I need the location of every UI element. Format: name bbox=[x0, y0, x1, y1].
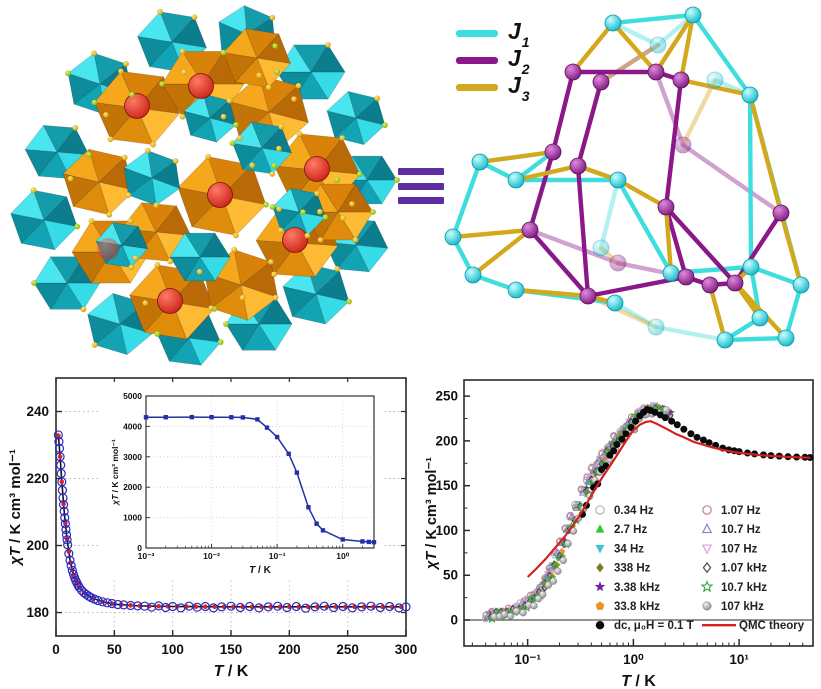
legend-row-j3: J3 bbox=[456, 72, 530, 104]
inset-x-tick-label: 10⁻³ bbox=[138, 551, 155, 561]
inset-y-tick-label: 1000 bbox=[123, 513, 142, 523]
y-tick-label: 240 bbox=[26, 404, 49, 419]
j2-label: J2 bbox=[508, 45, 530, 77]
dc-chi-t-chart: 0 50 100 150 200 250 300 180 200 220 240 T / K χT / … bbox=[7, 377, 418, 680]
inset-yaxis-title: χT / K cm³ mol⁻¹ bbox=[110, 439, 120, 506]
y-tick-label: 250 bbox=[435, 389, 458, 404]
ac-yaxis-title: χT / K cm³ mol⁻¹ bbox=[424, 457, 440, 571]
polyoxometalate-structure-image bbox=[10, 4, 401, 366]
dc-chart-inset: 0 1000 2000 3000 4000 5000 10⁻³ 10⁻² 10⁻¹ 10⁰ bbox=[123, 391, 377, 561]
legend-label: QMC theory bbox=[739, 620, 805, 632]
j1-label: J1 bbox=[508, 18, 530, 50]
x-tick-label: 50 bbox=[107, 642, 122, 657]
legend-label: 3.38 kHz bbox=[614, 582, 660, 594]
j1-line-swatch bbox=[456, 30, 498, 37]
ac-chart-series bbox=[481, 402, 814, 623]
y-tick-label: 220 bbox=[26, 471, 49, 486]
x-tick-label: 150 bbox=[220, 642, 243, 657]
legend-label: 338 Hz bbox=[614, 563, 651, 575]
legend-label: 1.07 Hz bbox=[721, 505, 761, 517]
j-coupling-legend: J1 J2 J3 bbox=[456, 18, 530, 104]
legend-label: 34 Hz bbox=[614, 543, 644, 555]
inset-xaxis-title: T / K bbox=[249, 565, 271, 576]
x-tick-label: 250 bbox=[336, 642, 359, 657]
network-nodes bbox=[444, 6, 810, 349]
y-tick-label: 180 bbox=[26, 605, 49, 620]
x-tick-label: 10⁻¹ bbox=[514, 652, 541, 667]
dc-yaxis-title: χT / K cm³ mol⁻¹ bbox=[7, 449, 24, 567]
j3-line-swatch bbox=[456, 84, 498, 91]
x-tick-label: 200 bbox=[278, 642, 301, 657]
ac-chart-axes: 10⁻¹ 10⁰ 10¹ 0 50 100 150 200 250 bbox=[435, 379, 814, 667]
legend-label: 107 Hz bbox=[721, 543, 758, 555]
ac-chart-legend: 0.34 Hz 1.07 Hz 2.7 Hz 10.7 Hz 34 Hz 107 Hz 33… bbox=[594, 505, 805, 632]
x-tick-label: 100 bbox=[161, 642, 184, 657]
legend-label: 1.07 kHz bbox=[721, 563, 767, 575]
inset-y-tick-label: 0 bbox=[137, 543, 142, 553]
legend-row-j2: J2 bbox=[456, 45, 530, 77]
y-tick-label: 0 bbox=[450, 613, 458, 628]
legend-row-j1: J1 bbox=[456, 18, 530, 50]
y-tick-label: 50 bbox=[443, 568, 458, 583]
x-tick-label: 300 bbox=[395, 642, 418, 657]
y-tick-label: 150 bbox=[435, 478, 458, 493]
j3-label: J3 bbox=[508, 72, 530, 104]
ac-chi-t-chart: 10⁻¹ 10⁰ 10¹ 0 50 100 150 200 250 T / K χT / K cm³… bbox=[424, 379, 814, 689]
y-tick-label: 200 bbox=[26, 538, 49, 553]
inset-x-tick-label: 10⁰ bbox=[336, 551, 349, 561]
ac-xaxis-title: T / K bbox=[621, 673, 656, 689]
y-tick-label: 200 bbox=[435, 433, 458, 448]
equivalence-bar bbox=[398, 182, 444, 190]
dc-chart-axes: 0 50 100 150 200 250 300 180 200 220 240 bbox=[26, 377, 418, 657]
inset-y-tick-label: 5000 bbox=[123, 391, 142, 401]
structure-metal-spheres bbox=[97, 73, 330, 314]
x-tick-label: 10⁰ bbox=[623, 652, 644, 667]
structure-ligand-balls bbox=[30, 8, 401, 348]
y-tick-label: 100 bbox=[435, 523, 458, 538]
qmc-theory-line bbox=[526, 420, 811, 578]
legend-label: 10.7 Hz bbox=[721, 524, 761, 536]
legend-label: 107 kHz bbox=[721, 601, 764, 613]
inset-y-tick-label: 2000 bbox=[123, 482, 142, 492]
legend-label: 10.7 kHz bbox=[721, 582, 767, 594]
legend-label: dc, μ₀H = 0.1 T bbox=[614, 620, 694, 632]
inset-x-tick-label: 10⁻² bbox=[203, 551, 220, 561]
inset-y-tick-label: 4000 bbox=[123, 421, 142, 431]
dc-xaxis-title: T / K bbox=[214, 663, 249, 680]
spin-coupling-network-image bbox=[444, 6, 810, 349]
legend-label: 33.8 kHz bbox=[614, 601, 660, 613]
equivalence-bar bbox=[398, 168, 444, 175]
x-tick-label: 10¹ bbox=[729, 652, 749, 667]
x-tick-label: 0 bbox=[52, 642, 60, 657]
legend-label: 0.34 Hz bbox=[614, 505, 654, 517]
equivalence-symbol bbox=[398, 168, 444, 204]
equivalence-bar bbox=[398, 197, 444, 204]
j2-line-swatch bbox=[456, 57, 498, 64]
inset-x-tick-label: 10⁻¹ bbox=[269, 551, 286, 561]
legend-label: 2.7 Hz bbox=[614, 524, 647, 536]
inset-y-tick-label: 3000 bbox=[123, 452, 142, 462]
structure-front-octahedra bbox=[95, 93, 327, 282]
dc-chart-series bbox=[53, 430, 411, 613]
